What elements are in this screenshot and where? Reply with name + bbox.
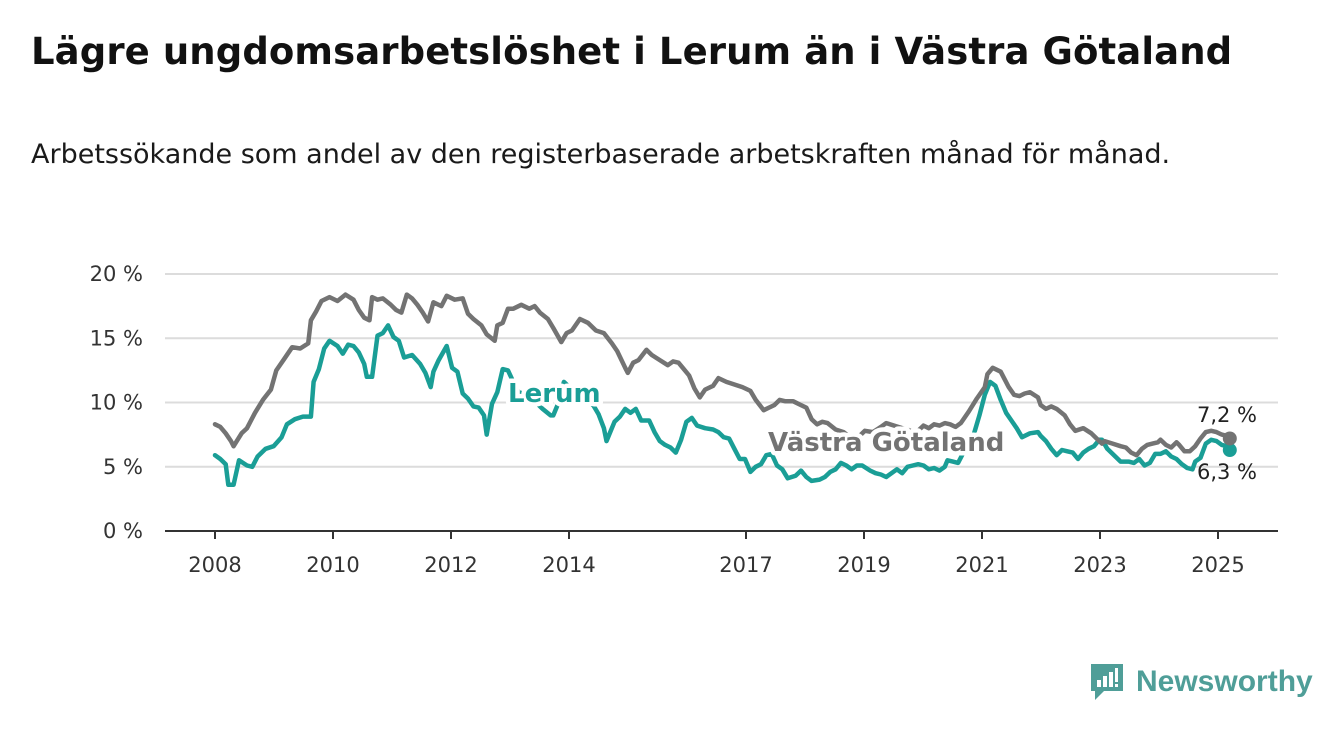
series-label-vastra-gotaland: Västra Götaland — [768, 428, 1004, 458]
newsworthy-logo: Newsworthy — [1088, 660, 1313, 704]
series-label-lerum: Lerum — [508, 379, 601, 409]
series-label-lerum-halo: Lerum — [508, 379, 601, 409]
bar-chart-icon — [1091, 664, 1123, 700]
gridlines — [165, 273, 1278, 468]
x-tick-label: 2008 — [188, 553, 241, 577]
end-value-lerum: 6,3 % — [1197, 460, 1257, 484]
x-tick-label: 2023 — [1073, 553, 1126, 577]
end-value-vastra-gotaland: 7,2 % — [1197, 403, 1257, 427]
series-line-lerum — [212, 323, 1233, 487]
x-tick-label: 2014 — [542, 553, 595, 577]
y-tick-label: 5 % — [103, 455, 143, 479]
x-tick-label: 2019 — [837, 553, 890, 577]
series-line-vastra-gotaland — [212, 292, 1233, 458]
series-label-vastra-gotaland-halo: Västra Götaland — [768, 428, 1004, 458]
x-axis: 2008 2010 2012 2014 2017 2019 2021 2023 2025 — [165, 530, 1278, 577]
chart-subtitle: Arbetssökande som andel av den registerb… — [31, 139, 1171, 170]
line-chart: 0 %5 %10 %15 %20 % 2008 2010 2012 2014 2017 2… — [90, 262, 1278, 577]
y-tick-label: 10 % — [90, 391, 143, 415]
x-tick-label: 2012 — [424, 553, 477, 577]
y-axis-ticks: 0 % 5 % 10 % 15 % 20 % — [90, 262, 143, 543]
series-lines — [212, 292, 1237, 487]
y-tick-label: 15 % — [90, 326, 143, 350]
chart-title: Lägre ungdomsarbetslöshet i Lerum än i V… — [31, 30, 1233, 73]
brand-name: Newsworthy — [1136, 665, 1313, 698]
x-tick-label: 2021 — [955, 553, 1008, 577]
x-tick-label: 2010 — [306, 553, 359, 577]
y-tick-label: 0 % — [103, 519, 143, 543]
series-end-point — [1222, 431, 1237, 446]
x-tick-label: 2017 — [719, 553, 772, 577]
series-end-point — [1222, 443, 1237, 458]
y-tick-label: 20 % — [90, 262, 143, 286]
x-tick-label: 2025 — [1191, 553, 1244, 577]
